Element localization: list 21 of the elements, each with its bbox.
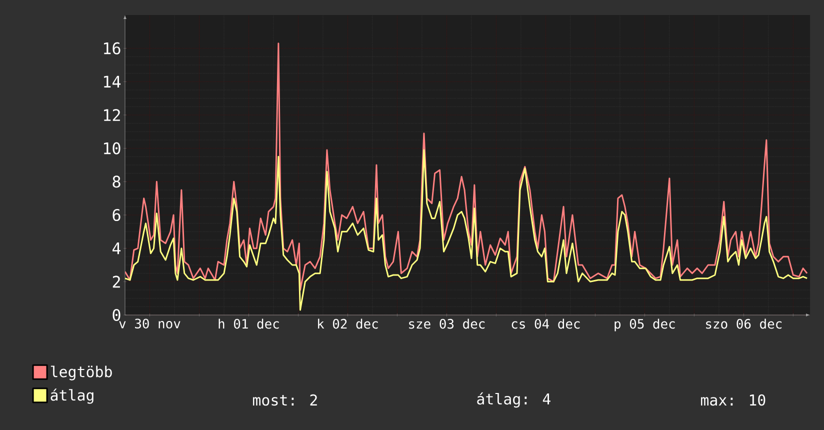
y-tick-label: 4: [112, 242, 121, 254]
y-tick-label: 14: [104, 76, 121, 88]
x-tick-label: cs 04 dec: [512, 318, 580, 329]
text: most: 2: [253, 394, 317, 406]
x-tick-label: v 30 nov: [119, 318, 180, 328]
y-tick-label: 8: [112, 176, 120, 188]
x-tick-label: sze 03 dec: [409, 318, 485, 329]
y-tick-label: 2: [112, 276, 120, 288]
x-tick-label: k 02 dec: [318, 318, 378, 329]
text: max: 10: [701, 394, 766, 406]
legend-label: átlag: [50, 388, 94, 404]
y-tick-label: 10: [104, 142, 120, 154]
x-tick-label: p 05 dec: [614, 318, 675, 332]
x-tick-label: h 01 dec: [218, 318, 279, 329]
y-tick-label: 0: [112, 308, 120, 322]
y-tick-label: 12: [104, 109, 120, 121]
legend-label: legtöbb: [50, 366, 112, 380]
x-tick-label: szo 06 dec: [706, 318, 782, 329]
text: átlag: 4: [477, 392, 550, 408]
y-tick-label: 6: [112, 208, 120, 222]
y-tick-label: 16: [104, 42, 120, 54]
